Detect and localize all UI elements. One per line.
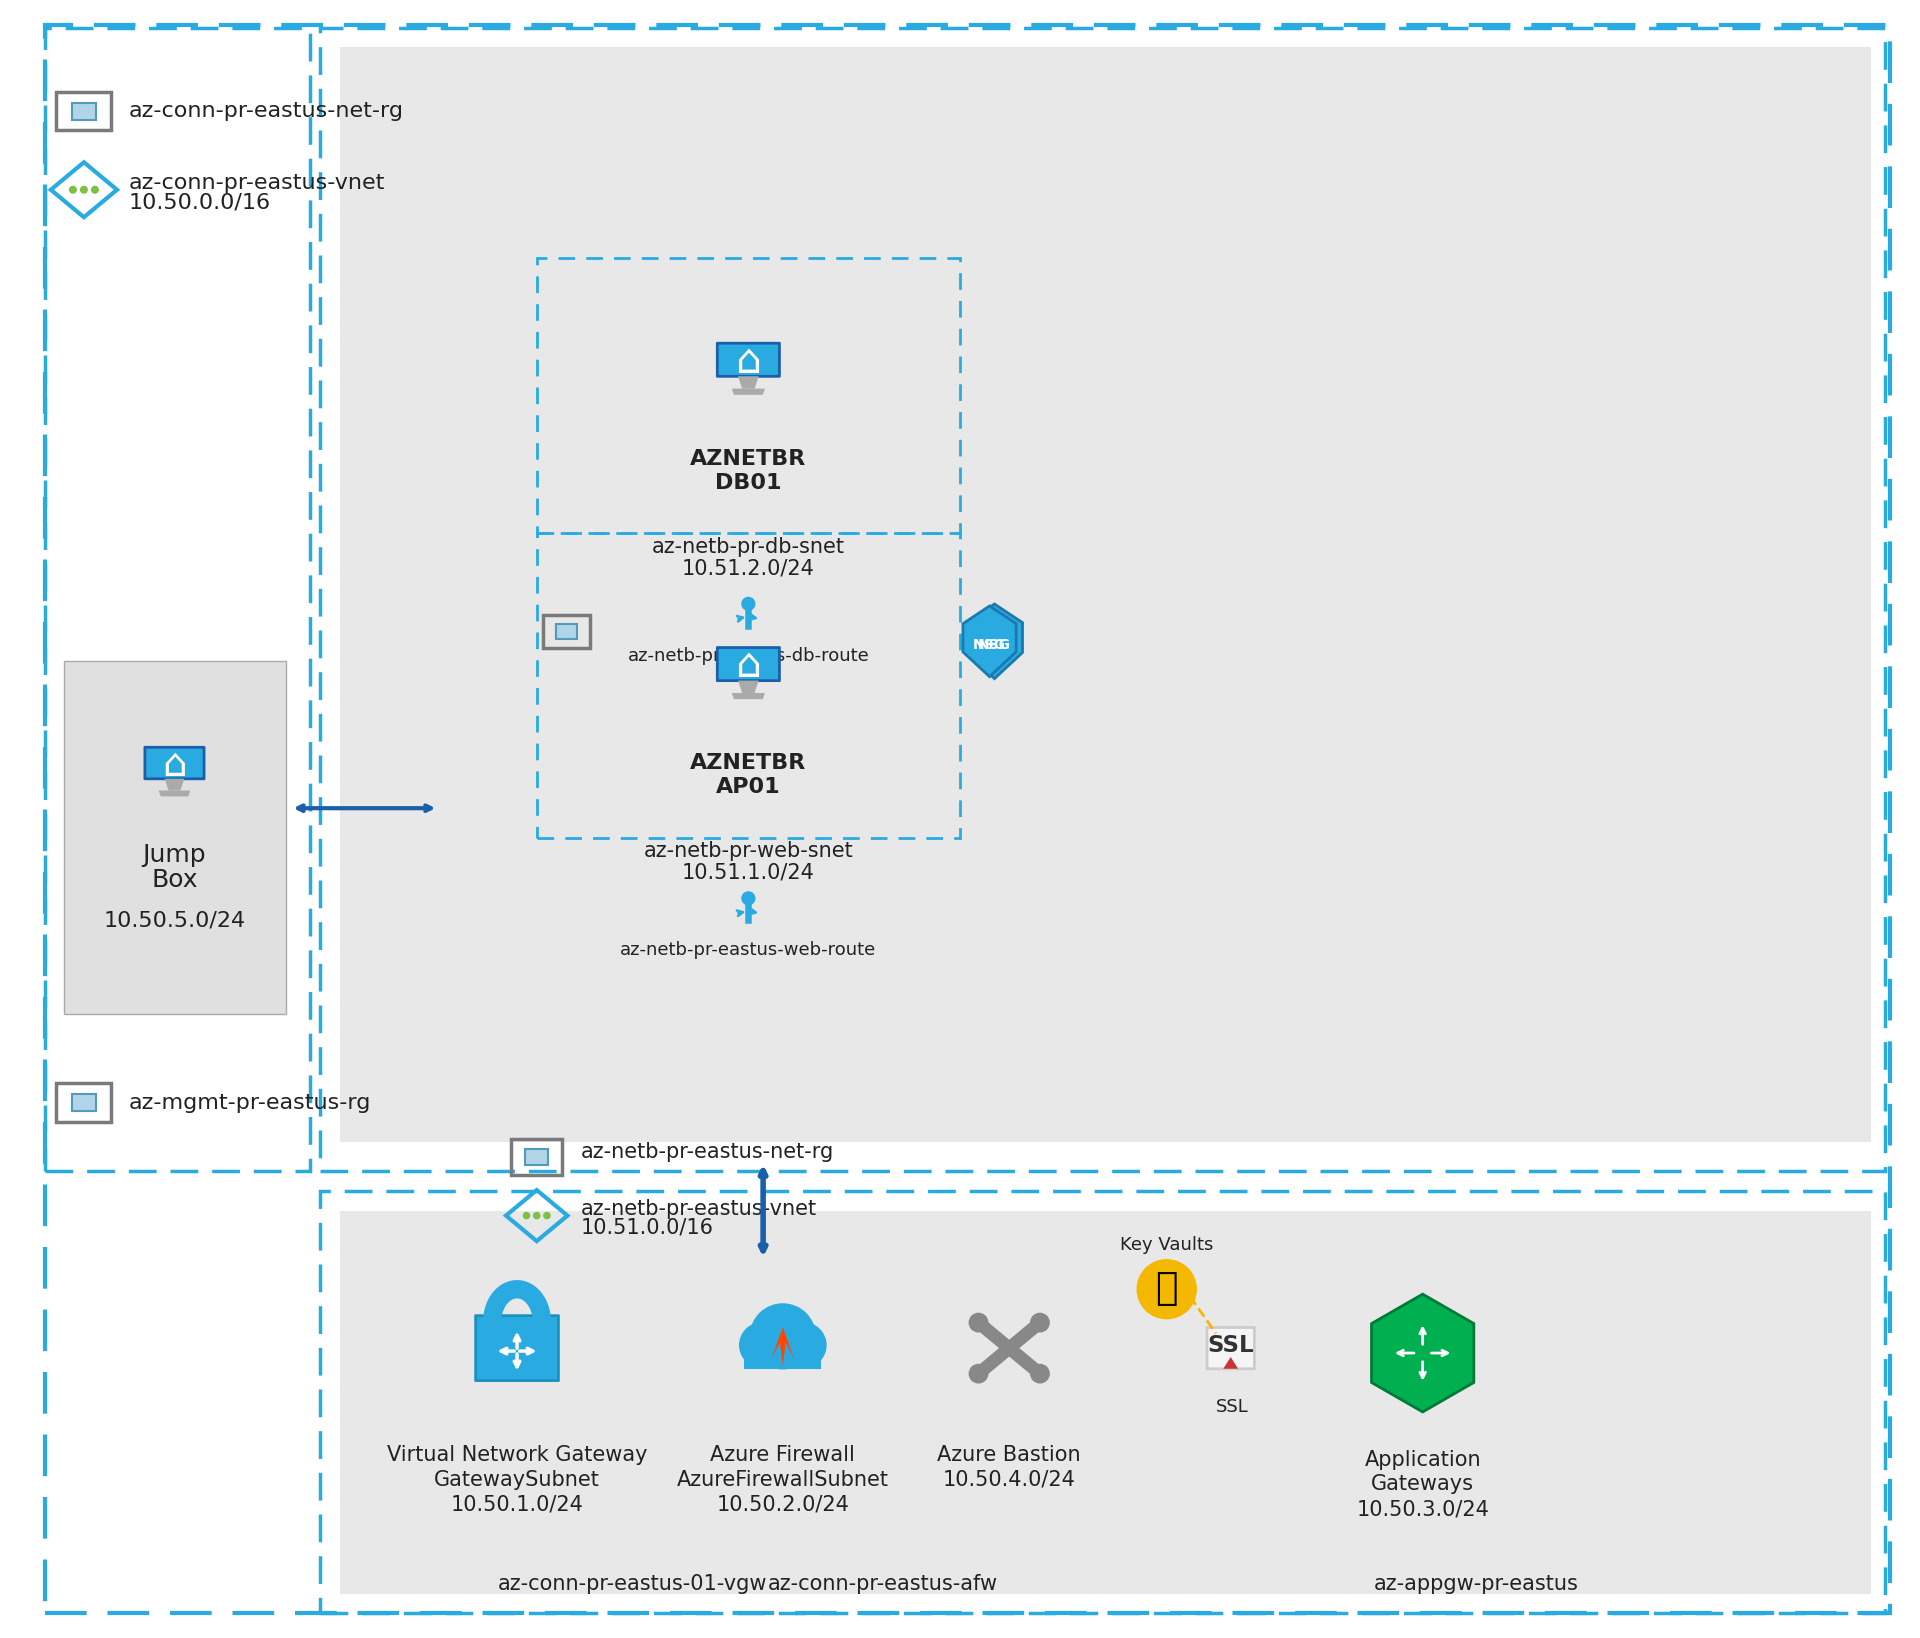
- Circle shape: [751, 1304, 816, 1369]
- Circle shape: [781, 1324, 826, 1368]
- Circle shape: [970, 1314, 987, 1332]
- Text: NSG: NSG: [977, 639, 1012, 652]
- Polygon shape: [772, 1327, 795, 1366]
- Text: Box: Box: [152, 868, 198, 891]
- Polygon shape: [737, 377, 758, 388]
- Text: Virtual Network Gateway: Virtual Network Gateway: [386, 1445, 647, 1464]
- Text: 🔑: 🔑: [1156, 1271, 1179, 1307]
- Text: AzureFirewallSubnet: AzureFirewallSubnet: [678, 1469, 889, 1489]
- Text: ⌂: ⌂: [735, 342, 762, 382]
- Text: Key Vaults: Key Vaults: [1119, 1237, 1213, 1255]
- Text: 10.50.3.0/24: 10.50.3.0/24: [1356, 1499, 1490, 1518]
- Polygon shape: [964, 606, 1016, 676]
- Circle shape: [81, 187, 86, 193]
- Text: NSG: NSG: [973, 637, 1006, 652]
- Polygon shape: [159, 791, 190, 796]
- Text: 10.50.0.0/16: 10.50.0.0/16: [129, 193, 271, 213]
- Text: AZNETBR: AZNETBR: [689, 449, 806, 468]
- Text: AZNETBR: AZNETBR: [689, 753, 806, 773]
- Polygon shape: [165, 778, 184, 791]
- Text: az-appgw-pr-eastus: az-appgw-pr-eastus: [1373, 1574, 1578, 1594]
- Text: az-conn-pr-eastus-net-rg: az-conn-pr-eastus-net-rg: [129, 102, 403, 121]
- Text: Gateways: Gateways: [1371, 1474, 1475, 1494]
- Circle shape: [739, 1324, 785, 1368]
- FancyBboxPatch shape: [1208, 1327, 1254, 1369]
- FancyBboxPatch shape: [340, 1210, 1870, 1594]
- Circle shape: [1137, 1260, 1196, 1319]
- Polygon shape: [732, 693, 764, 699]
- Text: az-netb-pr-eastus-db-route: az-netb-pr-eastus-db-route: [628, 647, 870, 665]
- Circle shape: [524, 1212, 530, 1219]
- Text: SSL: SSL: [1215, 1397, 1250, 1415]
- Text: AP01: AP01: [716, 778, 781, 798]
- Circle shape: [1031, 1314, 1048, 1332]
- Text: az-netb-pr-web-snet: az-netb-pr-web-snet: [643, 842, 852, 862]
- Circle shape: [1031, 1364, 1048, 1382]
- Text: Application: Application: [1365, 1450, 1480, 1469]
- Text: az-conn-pr-eastus-vnet: az-conn-pr-eastus-vnet: [129, 174, 384, 193]
- Text: ⌂: ⌂: [735, 645, 762, 686]
- Text: az-conn-pr-eastus-afw: az-conn-pr-eastus-afw: [768, 1574, 998, 1594]
- Text: Azure Bastion: Azure Bastion: [937, 1445, 1081, 1464]
- Text: az-conn-pr-eastus-01-vgw: az-conn-pr-eastus-01-vgw: [497, 1574, 766, 1594]
- Text: GatewaySubnet: GatewaySubnet: [434, 1469, 599, 1489]
- Polygon shape: [966, 604, 1023, 678]
- Text: 10.51.1.0/24: 10.51.1.0/24: [682, 863, 814, 883]
- Circle shape: [741, 598, 755, 611]
- Text: Jump: Jump: [142, 844, 205, 867]
- Text: 10.51.0.0/16: 10.51.0.0/16: [582, 1217, 714, 1237]
- Circle shape: [534, 1212, 540, 1219]
- Circle shape: [741, 893, 755, 904]
- Text: az-netb-pr-eastus-vnet: az-netb-pr-eastus-vnet: [582, 1199, 818, 1219]
- Circle shape: [543, 1212, 549, 1219]
- FancyBboxPatch shape: [718, 344, 780, 377]
- Circle shape: [69, 187, 77, 193]
- Text: 10.50.5.0/24: 10.50.5.0/24: [104, 911, 246, 930]
- Text: 10.50.2.0/24: 10.50.2.0/24: [716, 1494, 849, 1514]
- Polygon shape: [71, 103, 96, 120]
- FancyBboxPatch shape: [745, 1337, 822, 1369]
- Circle shape: [970, 1364, 987, 1382]
- Text: 10.50.4.0/24: 10.50.4.0/24: [943, 1469, 1075, 1489]
- Text: DB01: DB01: [714, 473, 781, 493]
- Text: 10.51.2.0/24: 10.51.2.0/24: [682, 559, 814, 578]
- Text: Azure Firewall: Azure Firewall: [710, 1445, 854, 1464]
- Text: SSL: SSL: [1208, 1333, 1254, 1356]
- FancyBboxPatch shape: [718, 647, 780, 681]
- FancyBboxPatch shape: [476, 1315, 559, 1381]
- FancyBboxPatch shape: [144, 747, 204, 778]
- Circle shape: [92, 187, 98, 193]
- Text: az-netb-pr-eastus-web-route: az-netb-pr-eastus-web-route: [620, 942, 877, 960]
- Polygon shape: [732, 388, 764, 395]
- Polygon shape: [737, 680, 758, 693]
- FancyBboxPatch shape: [340, 48, 1870, 1142]
- Polygon shape: [1223, 1356, 1238, 1369]
- Polygon shape: [526, 1148, 549, 1165]
- Text: az-mgmt-pr-eastus-rg: az-mgmt-pr-eastus-rg: [129, 1093, 371, 1112]
- Text: az-netb-pr-db-snet: az-netb-pr-db-snet: [653, 537, 845, 557]
- Text: az-netb-pr-eastus-net-rg: az-netb-pr-eastus-net-rg: [582, 1142, 835, 1161]
- Text: 10.50.1.0/24: 10.50.1.0/24: [451, 1494, 584, 1514]
- Text: ⌂: ⌂: [161, 745, 186, 785]
- Polygon shape: [71, 1094, 96, 1111]
- Polygon shape: [555, 624, 576, 639]
- Polygon shape: [1371, 1294, 1475, 1412]
- FancyBboxPatch shape: [63, 662, 286, 1014]
